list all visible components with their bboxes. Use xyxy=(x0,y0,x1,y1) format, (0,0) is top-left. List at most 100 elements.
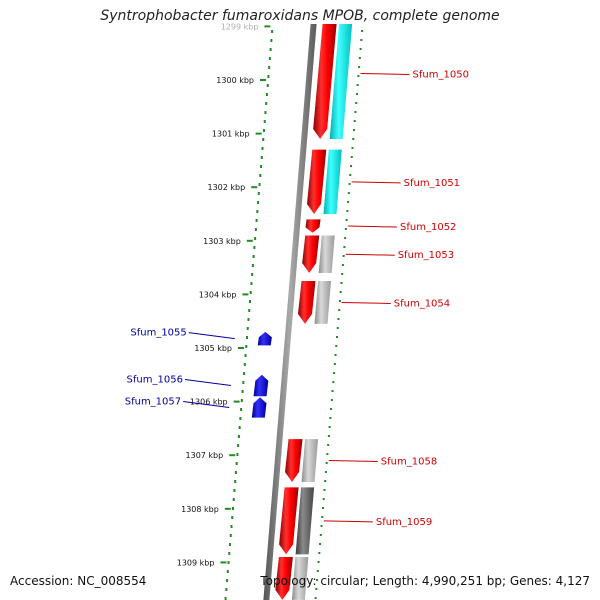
ruler-dot xyxy=(227,561,230,564)
forward-gene-arrow[interactable] xyxy=(302,235,320,273)
ruler-dot xyxy=(263,120,266,123)
cds-feature-bar[interactable] xyxy=(329,24,353,139)
cds-feature-bar[interactable] xyxy=(314,281,332,324)
cds-feature-bar[interactable] xyxy=(323,149,342,214)
ruler-tick-label: 1304 kbp xyxy=(199,290,237,299)
ruler-dot xyxy=(240,408,243,411)
track-guide-dot xyxy=(318,552,321,554)
ruler-tick-label: 1302 kbp xyxy=(208,183,246,192)
forward-gene-arrow[interactable] xyxy=(307,149,327,214)
gene-label-leader xyxy=(341,301,391,304)
gene-label[interactable]: Sfum_1053 xyxy=(398,250,454,261)
ruler-tick-label: 1300 kbp xyxy=(216,76,254,85)
cds-feature-bar[interactable] xyxy=(301,439,319,482)
track-guide-dot xyxy=(329,417,332,419)
reverse-gene-arrow[interactable] xyxy=(251,397,267,418)
track-guide-dot xyxy=(330,399,333,401)
gene-label-leader xyxy=(323,520,373,523)
ruler-dot xyxy=(233,489,236,492)
gene-label[interactable]: Sfum_1056 xyxy=(127,375,183,386)
accession-text: Accession: NC_008554 xyxy=(10,574,147,588)
ruler-dot xyxy=(254,237,257,240)
ruler-dot xyxy=(234,480,237,483)
track-guide-dot xyxy=(358,57,361,59)
track-guide-dot xyxy=(332,381,335,383)
forward-gene-arrow[interactable] xyxy=(298,281,316,324)
track-guide-dot xyxy=(331,390,334,392)
cds-feature-bar[interactable] xyxy=(291,557,309,600)
genome-backbone xyxy=(263,24,317,600)
reverse-gene-arrow[interactable] xyxy=(253,374,269,397)
ruler-dot xyxy=(243,372,246,375)
ruler-dot xyxy=(246,327,249,330)
track-guide-dot xyxy=(326,453,329,455)
track-guide-dot xyxy=(350,156,353,158)
track-guide-dot xyxy=(351,147,354,149)
map-title: Syntrophobacter fumaroxidans MPOB, compl… xyxy=(100,8,500,24)
ruler-dot xyxy=(250,282,253,285)
track-guide-dot xyxy=(340,282,343,284)
gene-label[interactable]: Sfum_1059 xyxy=(376,517,432,528)
track-guide-dot xyxy=(344,228,347,230)
forward-gene-arrow[interactable] xyxy=(275,557,293,600)
track-guide-dot xyxy=(321,516,324,518)
ruler-dot xyxy=(244,354,247,357)
reverse-gene-arrow[interactable] xyxy=(257,331,272,346)
track-guide-dot xyxy=(333,363,336,365)
track-guide-dot xyxy=(336,336,339,338)
ruler-dot xyxy=(259,174,262,177)
forward-gene-arrow[interactable] xyxy=(279,487,299,555)
gene-label[interactable]: Sfum_1051 xyxy=(404,178,460,189)
ruler-dot xyxy=(260,165,263,168)
forward-gene-arrow[interactable] xyxy=(305,219,321,233)
ruler-dot xyxy=(265,93,268,96)
track-guide-dot xyxy=(336,327,339,329)
ruler-dot xyxy=(253,246,256,249)
ruler-tick-label: 1305 kbp xyxy=(194,344,232,353)
ruler-dot xyxy=(239,417,242,420)
track-guide-dot xyxy=(341,264,344,266)
track-guide-dot xyxy=(338,309,341,311)
gene-label[interactable]: Sfum_1050 xyxy=(413,69,469,80)
ruler-dot xyxy=(258,183,261,186)
cds-feature-bar[interactable] xyxy=(295,487,315,555)
track-guide-dot xyxy=(358,66,361,68)
track-guide-dot xyxy=(324,471,327,473)
ruler-dot xyxy=(246,336,249,339)
ruler-dot xyxy=(251,273,254,276)
cds-feature-bar[interactable] xyxy=(318,235,335,273)
track-guide-dot xyxy=(352,129,355,131)
ruler-dot xyxy=(249,291,252,294)
ruler-dot xyxy=(226,570,229,573)
track-guide-dot xyxy=(355,102,358,104)
gene-label[interactable]: Sfum_1054 xyxy=(394,298,450,309)
gene-label[interactable]: Sfum_1058 xyxy=(381,457,437,468)
track-guide-dot xyxy=(341,273,344,275)
gene-label[interactable]: Sfum_1052 xyxy=(400,222,456,233)
ruler-dot xyxy=(267,75,270,78)
track-guide-dot xyxy=(327,435,330,437)
backbone-layer xyxy=(263,24,317,600)
ruler-tick-label: 1301 kbp xyxy=(212,130,250,139)
gene-layer xyxy=(251,24,337,600)
forward-gene-arrow[interactable] xyxy=(285,439,303,482)
ruler-dot xyxy=(247,318,250,321)
track-guide-dot xyxy=(355,93,358,95)
gene-label[interactable]: Sfum_1055 xyxy=(130,328,186,339)
track-guide-dot xyxy=(319,543,322,545)
gene-label-leader xyxy=(345,253,395,256)
track-guide-dot xyxy=(346,210,349,212)
forward-gene-arrow[interactable] xyxy=(313,24,337,139)
ruler-dot xyxy=(248,309,251,312)
track-guide-dot xyxy=(327,444,330,446)
track-guide-dot xyxy=(343,246,346,248)
gene-label-leader xyxy=(348,225,398,228)
track-guide-dot xyxy=(357,75,360,77)
track-guide-dot xyxy=(334,354,337,356)
track-guide-dot xyxy=(347,201,350,203)
ruler-tick-label: 1306 kbp xyxy=(190,398,228,407)
track-guide-dot xyxy=(360,39,363,41)
gene-label[interactable]: Sfum_1057 xyxy=(125,396,181,407)
track-guide-dot xyxy=(335,345,338,347)
